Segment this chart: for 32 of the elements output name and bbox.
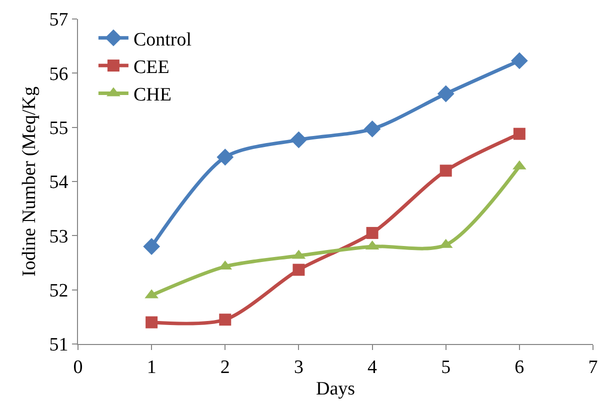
legend-label: CEE — [133, 56, 170, 78]
point — [216, 148, 234, 166]
point — [513, 128, 526, 140]
y-axis-title: Iodine Number (Meq/Kg — [19, 86, 40, 276]
point — [510, 52, 528, 70]
point — [440, 164, 452, 177]
x-tick-label: 0 — [73, 356, 83, 378]
point — [146, 316, 158, 328]
y-tick-label: 57 — [49, 10, 68, 31]
y-tick-label: 56 — [49, 64, 68, 85]
y-tick-label: 52 — [49, 280, 68, 302]
x-tick-label: 1 — [146, 356, 156, 378]
legend-label: CHE — [133, 84, 172, 106]
x-tick-label: 3 — [294, 356, 304, 378]
x-tick-label: 6 — [514, 356, 524, 378]
point — [219, 314, 232, 326]
point — [437, 85, 454, 102]
x-tick-label: 4 — [368, 356, 378, 378]
point — [290, 131, 308, 148]
y-tick-label: 54 — [49, 172, 69, 194]
legend-label: Control — [133, 29, 192, 50]
point — [366, 226, 378, 239]
point — [364, 120, 381, 138]
x-tick-label: 2 — [220, 356, 230, 378]
x-tick-label: 7 — [588, 356, 598, 378]
point — [143, 238, 160, 255]
y-tick-label: 55 — [49, 118, 68, 139]
x-tick-label: 5 — [441, 356, 451, 378]
y-tick-label: 53 — [49, 226, 68, 248]
point — [292, 264, 305, 276]
y-tick-label: 51 — [49, 334, 68, 356]
x-axis-title: Days — [316, 378, 356, 400]
